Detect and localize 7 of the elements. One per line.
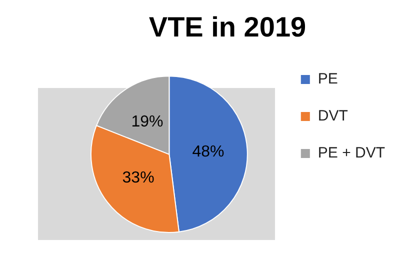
legend-label: PE — [318, 70, 338, 88]
chart-title: VTE in 2019 — [148, 12, 306, 43]
legend-label: PE + DVT — [318, 144, 386, 162]
data-label: 48% — [192, 143, 224, 160]
data-label: 19% — [131, 113, 164, 130]
data-label: 33% — [122, 170, 154, 187]
legend-label: DVT — [318, 108, 348, 125]
